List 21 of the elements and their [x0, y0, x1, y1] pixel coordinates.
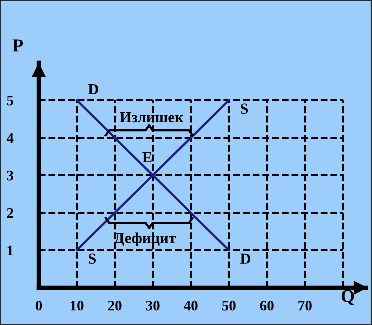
series-label: S	[88, 254, 96, 264]
x-tick-label: 20	[108, 300, 122, 311]
x-tick-label: 40	[184, 300, 198, 311]
x-tick-label: 50	[222, 300, 236, 311]
x-tick-label: 60	[260, 300, 274, 311]
text: D	[88, 84, 98, 94]
x-tick-label: 0	[36, 300, 42, 311]
x-tick-label: 10	[70, 300, 84, 311]
text: S	[241, 104, 248, 114]
y-tick-label: 5	[7, 96, 14, 106]
x-tick-label: 30	[146, 300, 160, 311]
annotation: Дефицит	[114, 232, 176, 247]
x-tick-label: 70	[298, 300, 312, 311]
y-tick-label: 1	[8, 246, 14, 256]
annotation: E	[142, 152, 152, 163]
series-label: D	[240, 254, 251, 264]
x-axis-title: Q	[342, 290, 354, 306]
y-tick-label: 3	[7, 170, 14, 181]
y-axis-title: P	[12, 40, 24, 52]
y-tick-label: 2	[7, 208, 14, 218]
y-tick-label: 4	[6, 133, 14, 144]
